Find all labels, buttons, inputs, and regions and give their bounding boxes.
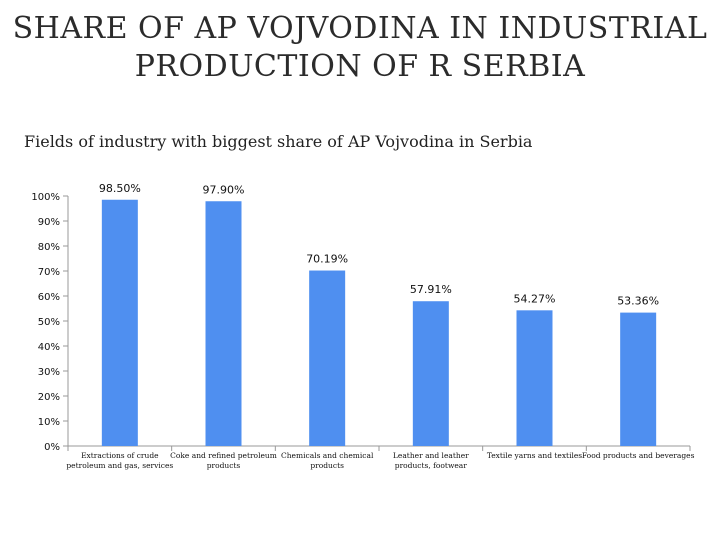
x-category-label: Food products and beverages — [582, 451, 695, 460]
x-category-label: Coke and refined petroleum — [170, 451, 277, 460]
x-category-label: Textile yarns and textiles — [487, 451, 582, 460]
data-label: 98.50% — [99, 182, 141, 195]
x-category-label: Chemicals and chemical — [281, 451, 374, 460]
y-tick-label: 90% — [38, 217, 60, 228]
bar — [412, 301, 449, 446]
bar — [309, 270, 346, 446]
y-tick-label: 80% — [38, 242, 60, 253]
page-title: SHARE OF AP VOJVODINA IN INDUSTRIAL PROD… — [0, 10, 720, 86]
y-tick-label: 30% — [38, 367, 60, 378]
y-tick-label: 70% — [38, 267, 60, 278]
title-line-2: PRODUCTION OF R SERBIA — [134, 49, 586, 84]
x-category-label: products — [207, 461, 241, 470]
chart-subtitle: Fields of industry with biggest share of… — [24, 132, 533, 151]
data-label: 57.91% — [410, 283, 452, 296]
bar — [516, 310, 553, 446]
x-category-label: petroleum and gas, services — [66, 461, 173, 470]
data-label: 54.27% — [514, 292, 556, 305]
bar — [620, 312, 657, 446]
data-label: 53.36% — [617, 295, 659, 308]
y-tick-label: 100% — [31, 192, 60, 203]
bar — [101, 199, 138, 446]
x-category-label: Extractions of crude — [81, 451, 159, 460]
y-tick-label: 40% — [38, 342, 60, 353]
x-category-label: products, footwear — [395, 461, 468, 470]
bar — [205, 201, 242, 446]
y-tick-label: 50% — [38, 317, 60, 328]
data-label: 97.90% — [203, 183, 245, 196]
data-label: 70.19% — [306, 253, 348, 266]
x-category-label: Leather and leather — [393, 451, 469, 460]
title-line-1: SHARE OF AP VOJVODINA IN INDUSTRIAL — [12, 11, 708, 46]
x-category-label: products — [310, 461, 344, 470]
y-tick-label: 20% — [38, 392, 60, 403]
y-tick-label: 10% — [38, 417, 60, 428]
y-tick-label: 60% — [38, 292, 60, 303]
y-tick-label: 0% — [44, 442, 60, 453]
